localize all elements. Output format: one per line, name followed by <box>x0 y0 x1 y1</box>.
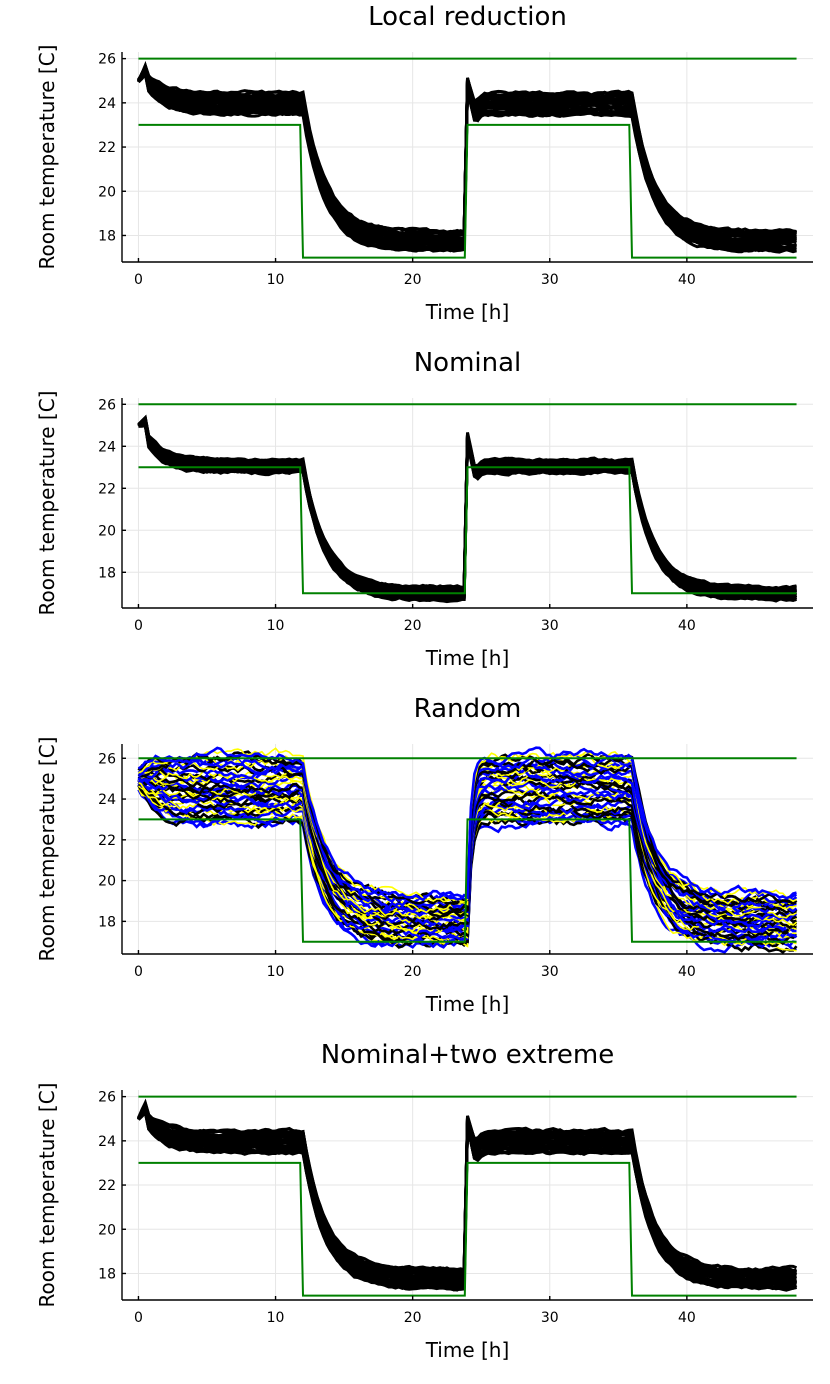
trace-line <box>138 747 797 903</box>
lower-bound-line <box>138 466 797 595</box>
y-tick-label: 24 <box>98 1134 116 1150</box>
x-axis-label: Time [h] <box>425 1338 510 1362</box>
x-tick-label: 30 <box>541 618 559 634</box>
y-axis-label: Room temperature [C] <box>35 391 59 616</box>
temperature-traces <box>137 1098 798 1292</box>
trace-line <box>137 1098 798 1273</box>
y-tick-label: 22 <box>98 481 116 497</box>
y-tick-label: 22 <box>98 140 116 156</box>
trace-line <box>137 61 797 234</box>
y-tick-label: 18 <box>98 565 116 581</box>
chart-panel-1: 0 10 20 30 40 18 20 22 24 26 Local reduction Time [… <box>35 2 813 324</box>
x-axis-label: Time [h] <box>425 646 510 670</box>
x-tick-label: 0 <box>134 272 143 288</box>
x-tick-label: 0 <box>134 964 143 980</box>
trace-line <box>137 60 798 235</box>
x-tick-label: 20 <box>404 272 422 288</box>
trace-line <box>137 778 797 940</box>
x-tick-label: 20 <box>404 964 422 980</box>
x-tick-label: 40 <box>678 1310 696 1326</box>
chart-title: Local reduction <box>368 2 567 32</box>
chart-title: Nominal+two extreme <box>321 1040 615 1070</box>
y-tick-label: 20 <box>98 1222 116 1238</box>
x-tick-label: 10 <box>267 618 285 634</box>
y-tick-label: 26 <box>98 397 116 413</box>
x-tick-label: 0 <box>134 618 143 634</box>
x-tick-label: 20 <box>404 1310 422 1326</box>
y-tick-label: 26 <box>98 52 116 68</box>
y-tick-label: 22 <box>98 1178 116 1194</box>
y-tick-label: 24 <box>98 792 116 808</box>
y-tick-label: 26 <box>98 1090 116 1106</box>
y-axis-label: Room temperature [C] <box>35 45 59 270</box>
lower-bound-line <box>138 818 797 943</box>
y-tick-label: 18 <box>98 914 116 930</box>
x-tick-label: 40 <box>678 618 696 634</box>
y-tick-label: 18 <box>98 1266 116 1282</box>
trace-line <box>137 768 797 920</box>
y-tick-label: 20 <box>98 184 116 200</box>
x-tick-label: 0 <box>134 1310 143 1326</box>
y-tick-label: 22 <box>98 833 116 849</box>
y-tick-label: 20 <box>98 874 116 890</box>
x-tick-label: 30 <box>541 964 559 980</box>
trace-line <box>138 771 798 918</box>
y-tick-label: 24 <box>98 96 116 112</box>
x-axis-label: Time [h] <box>425 992 510 1016</box>
y-tick-label: 20 <box>98 523 116 539</box>
chart-panel-4: 0 10 20 30 40 18 20 22 24 26 Nominal+two extreme Ti… <box>35 1040 813 1362</box>
temperature-traces <box>137 60 798 254</box>
chart-panel-3: 0 10 20 30 40 18 20 22 24 26 Random Time [h] Room te… <box>35 694 813 1016</box>
lower-bound-line <box>138 123 797 259</box>
x-tick-label: 30 <box>541 1310 559 1326</box>
trace-line <box>137 786 797 952</box>
y-axis-label: Room temperature [C] <box>35 1083 59 1308</box>
x-tick-label: 20 <box>404 618 422 634</box>
chart-title: Nominal <box>414 348 522 378</box>
x-tick-label: 30 <box>541 272 559 288</box>
y-tick-label: 18 <box>98 228 116 244</box>
trace-line <box>137 414 797 591</box>
y-tick-label: 24 <box>98 439 116 455</box>
x-tick-label: 10 <box>267 272 285 288</box>
y-axis-label: Room temperature [C] <box>35 737 59 962</box>
x-tick-label: 40 <box>678 272 696 288</box>
y-tick-label: 26 <box>98 751 116 767</box>
trace-line <box>137 746 797 902</box>
temperature-traces <box>137 746 798 954</box>
chart-panel-2: 0 10 20 30 40 18 20 22 24 26 Nominal Time [h] Room t… <box>35 348 813 670</box>
x-tick-label: 40 <box>678 964 696 980</box>
x-tick-label: 10 <box>267 964 285 980</box>
chart-title: Random <box>414 694 522 724</box>
x-tick-label: 10 <box>267 1310 285 1326</box>
lower-bound-line <box>138 1161 797 1297</box>
x-axis-label: Time [h] <box>425 300 510 324</box>
